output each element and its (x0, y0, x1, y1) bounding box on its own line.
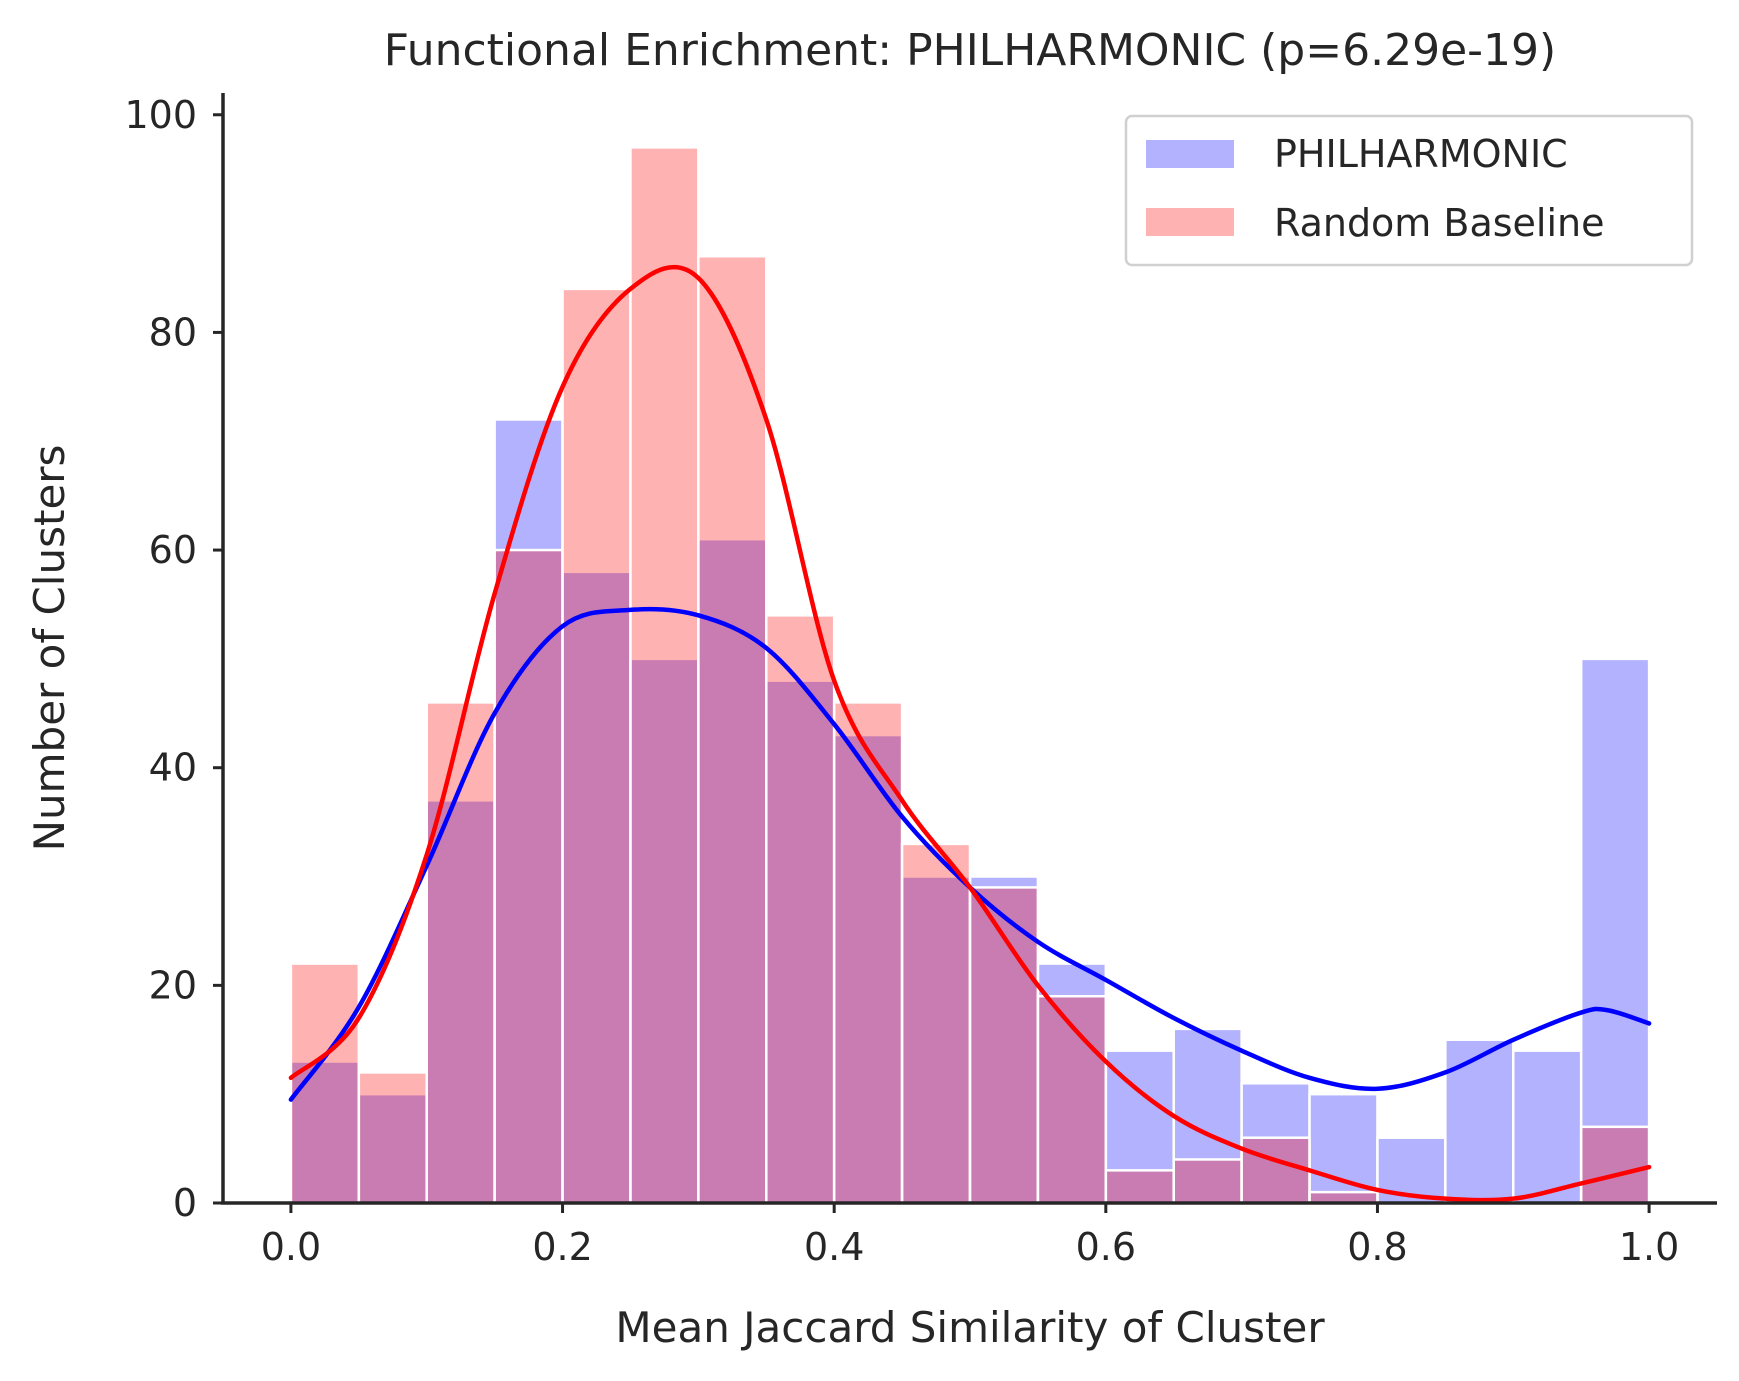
ticks-layer: 0.0 0.2 0.4 0.6 0.8 1.0 0 20 40 60 80 100 (124, 93, 1679, 1269)
bar-random-baseline-10 (968, 886, 1040, 1205)
bar-philharmonic-1 (357, 1092, 428, 1205)
legend-swatch-random-baseline (1146, 208, 1234, 236)
bar-random-baseline-12 (1104, 1169, 1175, 1205)
bar-random-baseline-6 (697, 254, 768, 1205)
bar-philharmonic-9 (900, 875, 972, 1205)
bar-random-baseline-9 (900, 842, 972, 1205)
y-tick-label-0: 0 (173, 1181, 197, 1225)
legend: PHILHARMONIC Random Baseline (1124, 114, 1694, 267)
bars-philharmonic (289, 418, 1651, 1205)
bar-philharmonic-13 (1172, 1027, 1243, 1205)
bar-philharmonic-19 (1579, 657, 1651, 1205)
x-tick-label-3: 0.6 (1076, 1225, 1136, 1269)
y-axis-label: Number of Clusters (25, 445, 74, 852)
y-tick-label-3: 60 (149, 528, 197, 572)
bar-random-baseline-2 (425, 701, 496, 1205)
kde-line-philharmonic (288, 606, 1652, 1102)
bar-random-baseline-3 (493, 548, 564, 1205)
bar-random-baseline-14 (1240, 1136, 1311, 1205)
legend-frame (1124, 114, 1694, 267)
x-tick-label-1: 0.2 (532, 1225, 592, 1269)
bar-random-baseline-1 (357, 1071, 428, 1205)
y-tick-label-1: 20 (149, 963, 197, 1007)
bar-philharmonic-18 (1512, 1049, 1583, 1205)
x-tick-label-2: 0.4 (804, 1225, 864, 1269)
x-tick-label-5: 1.0 (1619, 1225, 1679, 1269)
bar-philharmonic-17 (1444, 1038, 1515, 1205)
bar-random-baseline-7 (765, 614, 836, 1205)
bar-random-baseline-19 (1579, 1125, 1651, 1205)
y-tick-label-5: 100 (124, 93, 197, 137)
bar-philharmonic-11 (1036, 962, 1108, 1205)
bar-random-baseline-4 (561, 287, 632, 1205)
x-tick-label-0: 0.0 (261, 1225, 321, 1269)
bar-random-baseline-5 (629, 146, 700, 1205)
x-tick-label-4: 0.8 (1347, 1225, 1407, 1269)
legend-swatch-philharmonic (1146, 140, 1234, 168)
bar-random-baseline-13 (1172, 1158, 1243, 1205)
axes-layer (221, 93, 1717, 1205)
chart-title: Functional Enrichment: PHILHARMONIC (p=6… (384, 25, 1556, 76)
legend-label-random-baseline: Random Baseline (1274, 201, 1605, 245)
y-tick-label-4: 80 (149, 310, 197, 354)
x-axis-label: Mean Jaccard Similarity of Cluster (615, 1303, 1325, 1352)
kde-line-random-baseline (288, 264, 1652, 1203)
bar-random-baseline-8 (832, 701, 904, 1205)
bars-layer (289, 146, 1651, 1205)
legend-label-philharmonic: PHILHARMONIC (1274, 132, 1568, 176)
y-tick-label-2: 40 (149, 746, 197, 790)
bar-philharmonic-2 (425, 799, 496, 1205)
kde-layer (288, 264, 1652, 1203)
